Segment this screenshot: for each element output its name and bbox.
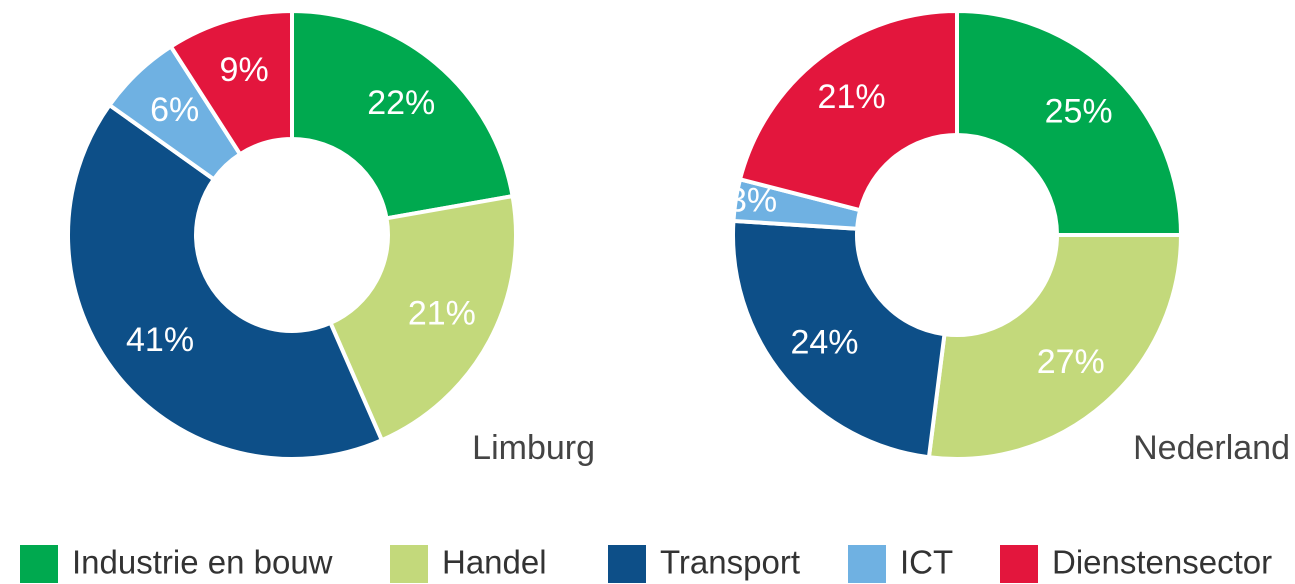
value-label: 6%	[150, 91, 199, 129]
value-label: 25%	[1045, 92, 1113, 130]
legend-label: Dienstensector	[1052, 544, 1272, 581]
donut-slice	[737, 8, 959, 213]
value-label: 24%	[790, 324, 858, 362]
donut-slice	[290, 8, 515, 221]
legend-swatch	[848, 545, 886, 583]
donut-slice	[731, 218, 947, 460]
legend-swatch	[608, 545, 646, 583]
legend-label: Transport	[660, 544, 800, 581]
donut-slice	[926, 233, 1184, 461]
value-label: 21%	[818, 78, 886, 116]
legend-label: ICT	[900, 544, 953, 581]
legend-label: Industrie en bouw	[72, 544, 333, 581]
value-label: 41%	[126, 321, 194, 359]
legend-swatch	[390, 545, 428, 583]
legend-swatch	[1000, 545, 1038, 583]
donut-slice	[66, 102, 385, 461]
donut-slice	[327, 193, 518, 443]
legend-label: Handel	[442, 544, 547, 581]
chart-title: Nederland	[1133, 429, 1290, 467]
donut-slice	[955, 8, 1184, 237]
value-label: 27%	[1037, 343, 1105, 381]
value-label: 22%	[367, 84, 435, 122]
value-label: 21%	[408, 294, 476, 332]
legend-swatch	[20, 545, 58, 583]
donut-slice	[168, 8, 294, 158]
chart-title: Limburg	[472, 429, 595, 467]
value-label: 9%	[220, 51, 269, 89]
